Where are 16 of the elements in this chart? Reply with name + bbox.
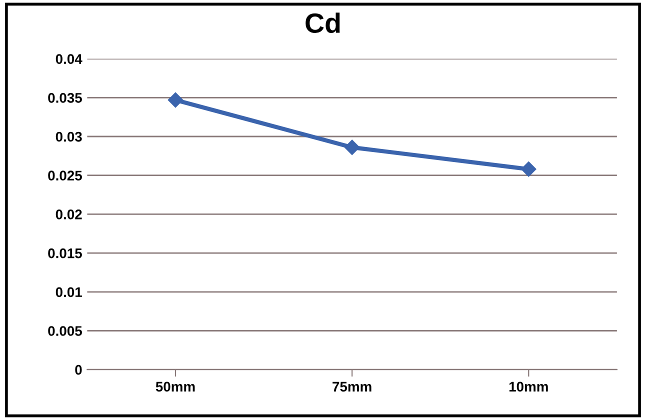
point [168,92,184,108]
point [344,140,360,155]
y-tick-label: 0 [75,364,82,375]
x-tick-label: 75mm [332,382,372,392]
y-tick-label: 0.03 [56,132,82,142]
y-tick-label: 0.01 [56,287,82,298]
y-tick-label: 0.035 [48,92,82,103]
y-tick-label: 0.04 [56,54,82,64]
y-tick-label: 0.025 [48,170,82,181]
x-tick-label: 10mm [509,382,548,392]
y-tick-label: 0.005 [48,326,82,336]
y-tick-label: 0.015 [48,248,82,258]
x-tick-label: 50mm [156,382,195,392]
chart-title: Cd [306,12,340,34]
y-tick-label: 0.02 [56,210,82,220]
point [521,162,536,177]
